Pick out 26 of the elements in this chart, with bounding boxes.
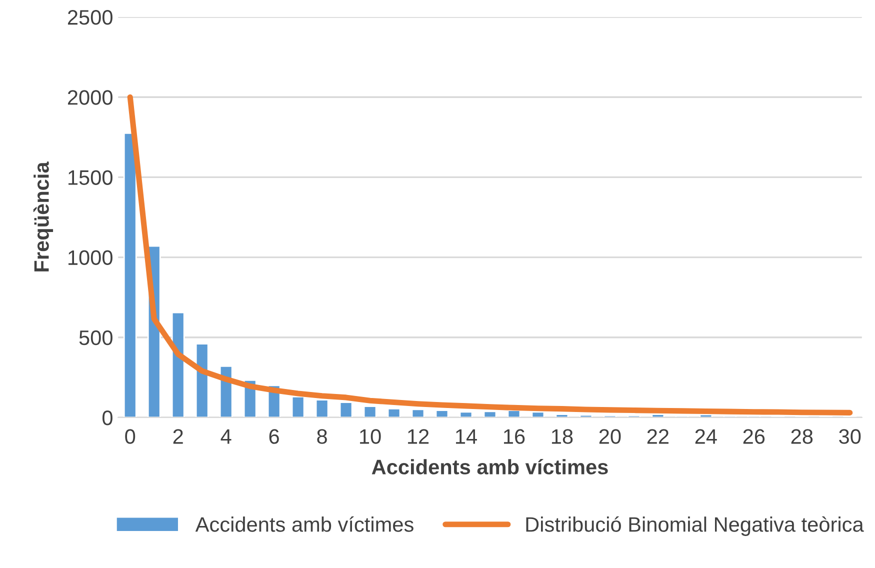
x-tick-label: 28 [791, 429, 813, 444]
y-axis-title: Freqüència [33, 162, 54, 272]
x-tick-label: 14 [456, 429, 477, 444]
x-tick-label: 12 [408, 429, 429, 444]
x-tick-label: 6 [269, 429, 279, 444]
y-tick-label: 1500 [68, 170, 112, 185]
x-tick-label: 2 [173, 429, 183, 444]
x-tick-label: 30 [839, 429, 861, 444]
x-tick-label: 10 [360, 429, 381, 444]
legend-label: Distribució Binomial Negativa teòrica [526, 516, 864, 536]
x-tick-label: 20 [599, 429, 621, 444]
x-tick-label: 26 [743, 429, 765, 444]
y-tick-label: 0 [102, 410, 112, 426]
x-tick-label: 18 [552, 429, 573, 444]
legend-label: Accidents amb víctimes [195, 516, 414, 532]
y-tick-label: 1000 [68, 250, 112, 266]
x-tick-label: 24 [695, 429, 717, 444]
x-tick-label: 16 [504, 429, 525, 444]
y-tick-label: 2500 [68, 10, 112, 25]
x-tick-label: 4 [220, 429, 232, 444]
x-tick-label: 22 [647, 429, 668, 444]
x-axis-title: Accidents amb víctimes [372, 458, 608, 474]
y-tick-label: 2000 [68, 90, 112, 105]
y-tick-label: 500 [79, 330, 112, 346]
x-tick-label: 0 [125, 429, 136, 444]
x-tick-label: 8 [317, 429, 327, 444]
